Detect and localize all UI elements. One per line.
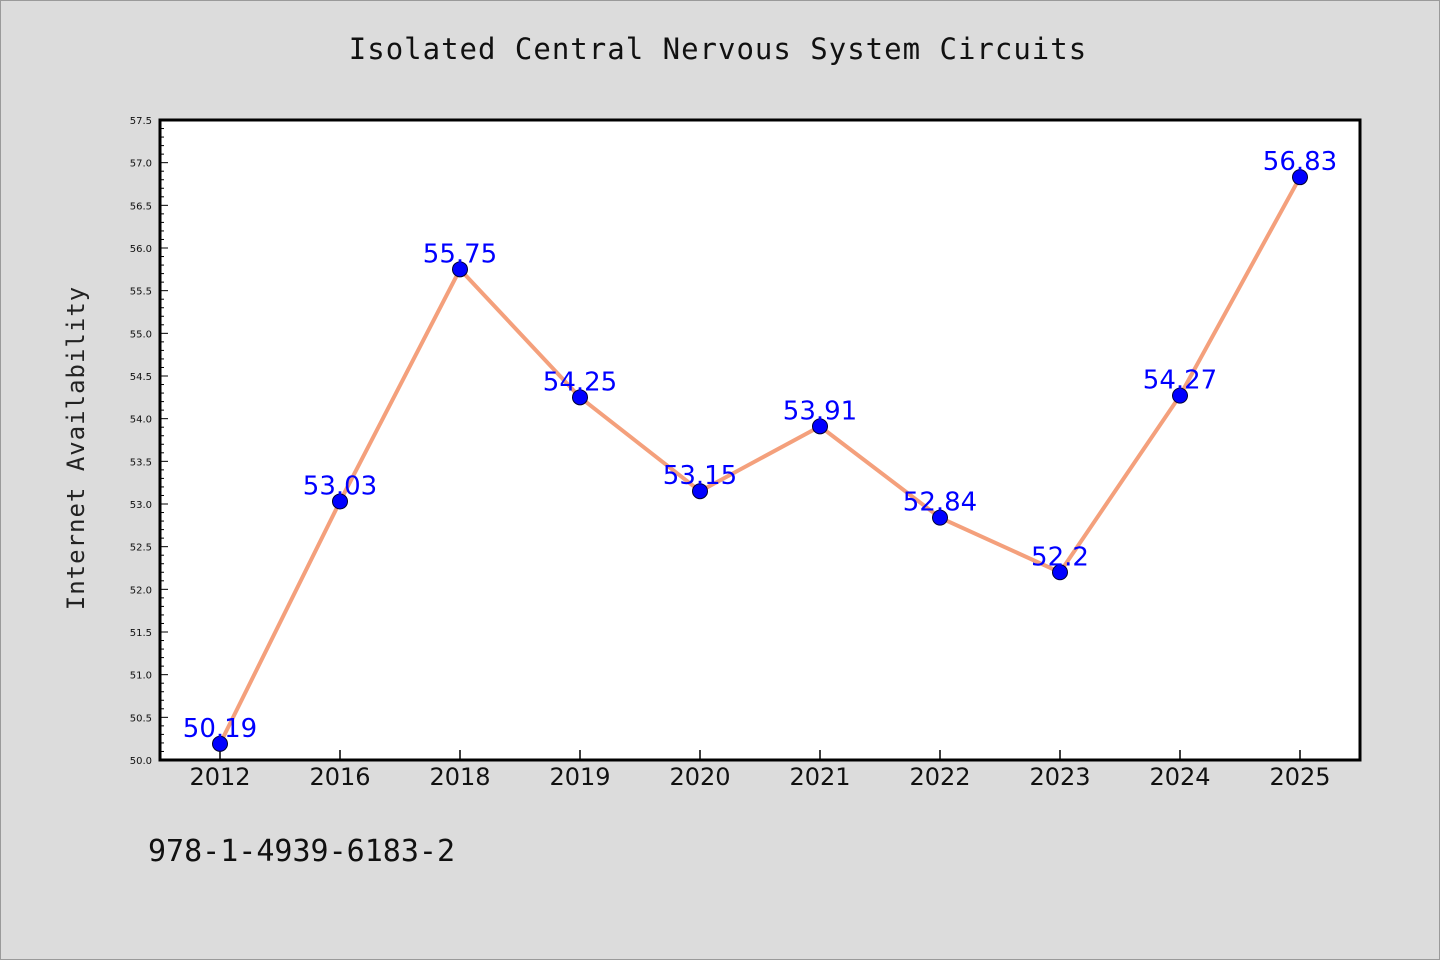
y-tick-label: 56.0 <box>130 244 152 255</box>
y-tick-label: 54.0 <box>130 415 152 426</box>
y-tick-label: 56.5 <box>130 201 152 212</box>
x-axis: 2012 2016 2018 2019 2020 2021 2022 2023 2024 2025 <box>189 750 1331 791</box>
footer-identifier: 978-1-4939-6183-2 <box>148 834 456 869</box>
data-label: 54.27 <box>1143 366 1217 396</box>
x-tick-label: 2021 <box>789 763 850 791</box>
data-label: 52.84 <box>903 488 977 518</box>
data-label: 54.25 <box>543 367 617 397</box>
data-label: 53.03 <box>303 471 377 501</box>
data-label: 50.19 <box>183 714 257 744</box>
data-point-marker <box>212 735 228 752</box>
y-tick-label: 57.0 <box>130 159 152 170</box>
series-line-group <box>218 175 1302 746</box>
y-tick-label: 51.5 <box>130 628 152 639</box>
data-label: 53.91 <box>783 396 857 426</box>
data-label: 56.83 <box>1263 147 1337 177</box>
chart-title: Isolated Central Nervous System Circuits <box>348 32 1088 66</box>
x-tick-label: 2022 <box>909 763 970 791</box>
data-point-marker <box>1172 387 1188 404</box>
plot-area <box>158 118 1362 762</box>
data-point-marker <box>812 418 828 435</box>
y-tick-label: 50.0 <box>130 756 152 767</box>
x-tick-label: 2012 <box>189 763 250 791</box>
x-tick-label: 2018 <box>429 763 490 791</box>
y-tick-label: 52.0 <box>130 585 152 596</box>
y-tick-label: 51.0 <box>130 671 152 682</box>
x-tick-label: 2019 <box>549 763 610 791</box>
y-tick-label: 50.5 <box>130 713 152 724</box>
series-line <box>218 175 1302 746</box>
x-tick-label: 2020 <box>669 763 730 791</box>
x-tick-label: 2016 <box>309 763 370 791</box>
data-label: 52.2 <box>1031 542 1089 572</box>
markers-group <box>212 169 1308 752</box>
y-tick-label: 55.5 <box>130 287 152 298</box>
y-tick-label: 53.0 <box>130 500 152 511</box>
data-label: 55.75 <box>423 239 497 269</box>
data-labels-group: 50.19 53.03 55.75 54.25 53.15 53.91 52.84 52.2 5… <box>183 147 1337 744</box>
data-label: 53.15 <box>663 461 737 491</box>
y-tick-label: 54.5 <box>130 372 152 383</box>
y-tick-label: 52.5 <box>130 543 152 554</box>
x-tick-label: 2025 <box>1269 763 1330 791</box>
y-tick-label: 57.5 <box>130 116 152 127</box>
data-point-marker <box>572 389 588 406</box>
y-tick-label: 55.0 <box>130 329 152 340</box>
data-point-marker <box>1292 169 1308 186</box>
data-point-marker <box>932 509 948 526</box>
data-point-marker <box>1052 564 1068 581</box>
y-axis: 50.0 50.5 51.0 51.5 52.0 52.5 53.0 53.5 54.0 54.5… <box>130 116 168 767</box>
x-tick-label: 2024 <box>1149 763 1210 791</box>
data-point-marker <box>452 261 468 278</box>
y-tick-label: 53.5 <box>130 457 152 468</box>
data-point-marker <box>332 493 348 510</box>
data-point-marker <box>692 483 708 500</box>
x-tick-label: 2023 <box>1029 763 1090 791</box>
